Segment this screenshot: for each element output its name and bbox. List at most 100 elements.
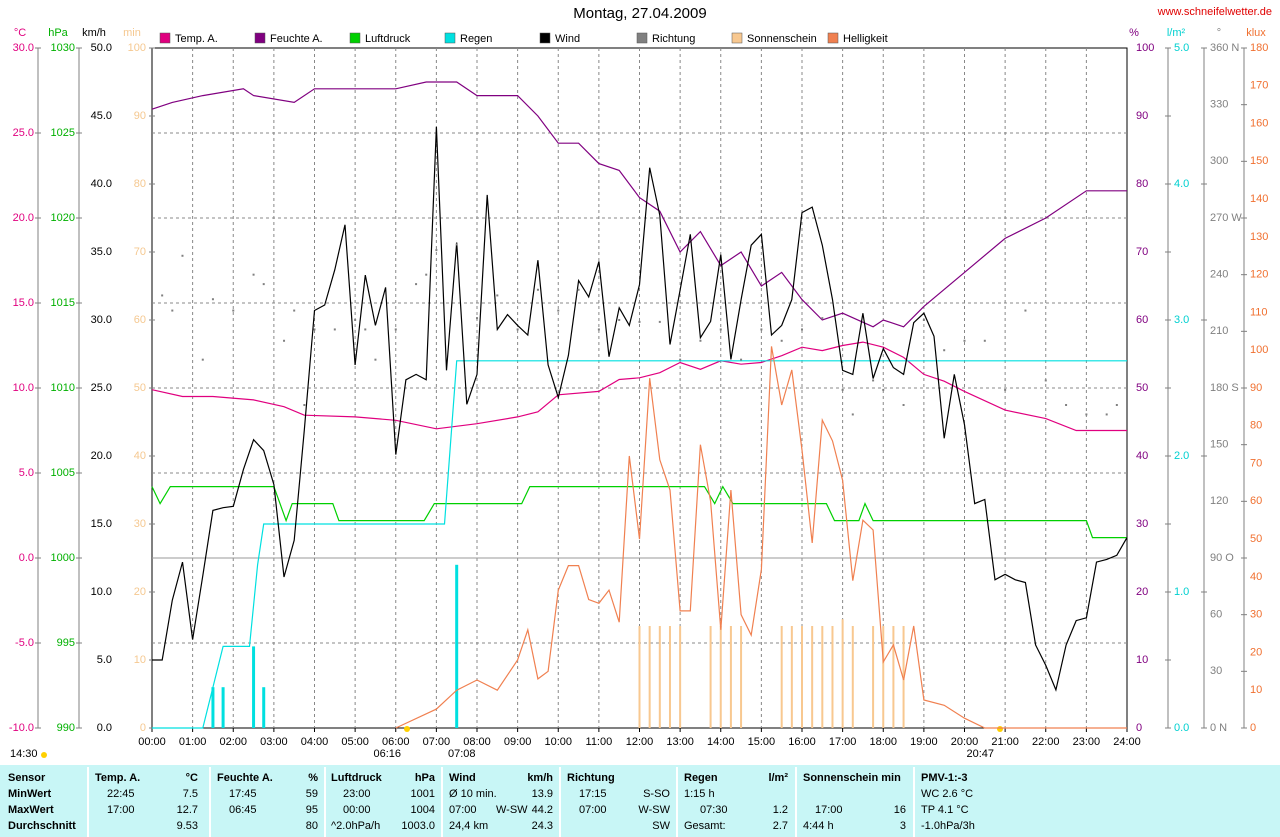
y-tick-label: 20.0 bbox=[13, 212, 34, 224]
table-background bbox=[0, 765, 1280, 837]
y-tick-label: 210 bbox=[1210, 325, 1228, 337]
table-cell: 16 bbox=[894, 804, 906, 816]
y-tick-label: -10.0 bbox=[9, 722, 34, 734]
rain-bar bbox=[211, 687, 215, 728]
table-cell: 1004 bbox=[411, 804, 435, 816]
legend-label: Sonnenschein bbox=[747, 33, 817, 45]
sun-marker bbox=[41, 752, 47, 758]
legend-swatch bbox=[539, 32, 551, 44]
y-tick-label: 100 bbox=[1136, 42, 1154, 54]
direction-dot bbox=[801, 328, 803, 331]
direction-dot bbox=[394, 328, 397, 331]
axis-title: min bbox=[123, 27, 141, 39]
x-tick-label: 08:00 bbox=[463, 736, 491, 748]
x-tick-label: 04:00 bbox=[301, 736, 329, 748]
direction-dot bbox=[618, 319, 621, 321]
x-tick-label: 01:00 bbox=[179, 736, 207, 748]
direction-dot bbox=[293, 309, 296, 312]
direction-dot bbox=[760, 328, 763, 331]
legend-swatch bbox=[159, 32, 171, 44]
x-tick-label: 02:00 bbox=[219, 736, 247, 748]
table-cell: 9.53 bbox=[177, 820, 198, 832]
y-tick-label: 0 bbox=[1250, 722, 1256, 734]
table-cell: 80 bbox=[306, 820, 318, 832]
y-tick-label: 35.0 bbox=[91, 246, 112, 258]
sunshine-bar bbox=[872, 626, 875, 728]
sunshine-bar bbox=[719, 626, 722, 728]
direction-dot bbox=[252, 273, 255, 276]
rain-bar bbox=[252, 646, 256, 728]
direction-dot bbox=[232, 309, 235, 312]
table-cell: 3 bbox=[900, 820, 906, 832]
x-tick-label: 10:00 bbox=[544, 736, 572, 748]
y-tick-label: 120 bbox=[1210, 495, 1228, 507]
legend-swatch bbox=[349, 32, 361, 44]
table-cell: 24,4 km bbox=[449, 820, 488, 832]
y-tick-label: 90 bbox=[1250, 382, 1262, 394]
direction-dot bbox=[425, 273, 428, 276]
y-tick-label: 360 N bbox=[1210, 42, 1239, 54]
sunset-marker bbox=[997, 726, 1003, 732]
table-cell: 07:30 bbox=[700, 804, 728, 816]
direction-dot bbox=[516, 328, 519, 331]
x-tick-label: 19:00 bbox=[910, 736, 938, 748]
y-tick-label: 0 bbox=[140, 722, 146, 734]
x-tick-label: 23:00 bbox=[1073, 736, 1101, 748]
y-tick-label: 20 bbox=[1250, 646, 1262, 658]
series-line bbox=[395, 346, 1127, 729]
y-tick-label: -5.0 bbox=[15, 637, 34, 649]
y-tick-label: 60 bbox=[1136, 314, 1148, 326]
chart-title: Montag, 27.04.2009 bbox=[573, 5, 706, 22]
y-tick-label: 1020 bbox=[51, 212, 75, 224]
y-tick-label: 0.0 bbox=[19, 552, 34, 564]
sunshine-bar bbox=[801, 626, 803, 728]
y-tick-label: 170 bbox=[1250, 80, 1268, 92]
direction-dot bbox=[283, 339, 286, 342]
y-tick-label: 270 W bbox=[1210, 212, 1242, 224]
y-tick-label: 40 bbox=[1136, 450, 1148, 462]
y-tick-label: 30.0 bbox=[91, 314, 112, 326]
direction-dot bbox=[455, 243, 458, 246]
sunshine-bar bbox=[892, 626, 895, 728]
y-tick-label: 100 bbox=[128, 42, 146, 54]
x-tick-label: 22:00 bbox=[1032, 736, 1060, 748]
series-line bbox=[151, 485, 1127, 539]
legend-label: Helligkeit bbox=[843, 33, 888, 45]
table-cell: -1.0hPa/3h bbox=[921, 820, 975, 832]
annotation: 06:16 bbox=[373, 748, 401, 760]
y-tick-label: 40 bbox=[1250, 571, 1262, 583]
annotation: 07:08 bbox=[448, 748, 476, 760]
x-tick-label: 07:00 bbox=[423, 736, 451, 748]
series-line bbox=[152, 360, 1127, 729]
y-tick-label: 30 bbox=[134, 518, 146, 530]
direction-dot bbox=[1044, 379, 1047, 382]
table-cell: 1001 bbox=[411, 788, 435, 800]
y-tick-label: 1005 bbox=[51, 467, 75, 479]
table-header: PMV-1:-3 bbox=[921, 772, 967, 784]
sunshine-bar bbox=[638, 626, 641, 728]
x-tick-label: 24:00 bbox=[1113, 736, 1141, 748]
direction-dot bbox=[536, 288, 539, 291]
table-cell: 12.7 bbox=[177, 804, 198, 816]
y-tick-label: 10 bbox=[134, 654, 146, 666]
direction-dot bbox=[354, 319, 357, 321]
x-tick-label: 15:00 bbox=[748, 736, 776, 748]
y-tick-label: 20 bbox=[1136, 586, 1148, 598]
sunshine-bar bbox=[780, 626, 783, 728]
axis-title: klux bbox=[1246, 27, 1266, 39]
y-tick-label: 10.0 bbox=[13, 382, 34, 394]
sunshine-bar bbox=[790, 626, 793, 728]
table-cell: WC 2.6 °C bbox=[921, 788, 973, 800]
table-cell: 24.3 bbox=[532, 820, 553, 832]
table-cell: 00:00 bbox=[343, 804, 371, 816]
y-tick-label: 5.0 bbox=[97, 654, 112, 666]
sunshine-bar bbox=[851, 626, 854, 728]
x-tick-label: 18:00 bbox=[869, 736, 897, 748]
table-cell: TP 4.1 °C bbox=[921, 804, 969, 816]
rain-bar bbox=[262, 687, 266, 728]
y-tick-label: 40.0 bbox=[91, 178, 112, 190]
direction-dot bbox=[1085, 413, 1088, 416]
table-row-label: Durchschnitt bbox=[8, 820, 76, 832]
direction-dot bbox=[740, 358, 743, 361]
table-header-unit: % bbox=[308, 772, 318, 784]
